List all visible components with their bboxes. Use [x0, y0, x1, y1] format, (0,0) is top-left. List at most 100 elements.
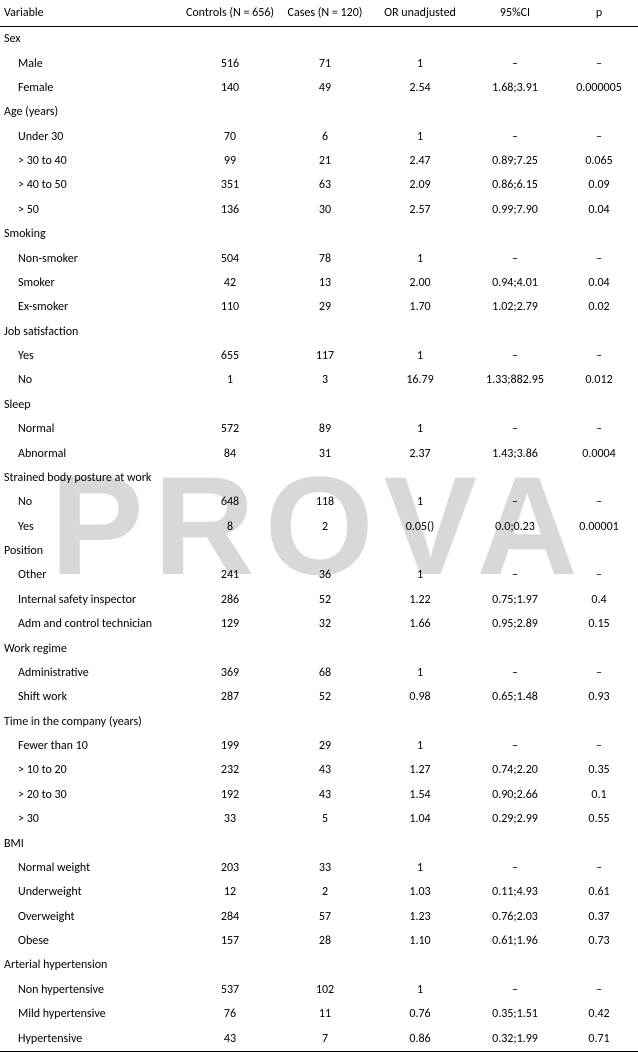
- table-row: Internal safety inspector286521.220.75;1…: [0, 588, 638, 612]
- row-p: 0.93: [560, 685, 638, 709]
- row-controls: 136: [180, 198, 280, 222]
- row-ci: 0.35;1.51: [470, 1002, 560, 1026]
- row-controls: 232: [180, 758, 280, 782]
- row-label: Underweight: [0, 880, 180, 904]
- row-or: 0.05(): [370, 515, 470, 539]
- table-row: Position: [0, 539, 638, 563]
- row-ci: 0.74;2.20: [470, 758, 560, 782]
- row-or: 1: [370, 51, 470, 75]
- row-p: 0.4: [560, 588, 638, 612]
- row-controls: 42: [180, 271, 280, 295]
- row-ci: –: [470, 661, 560, 685]
- header-or: OR unadjusted: [370, 0, 470, 27]
- row-label: Other: [0, 563, 180, 587]
- row-or: 2.00: [370, 271, 470, 295]
- table-row: Normal weight203331––: [0, 856, 638, 880]
- row-or: 1: [370, 661, 470, 685]
- row-controls: 287: [180, 685, 280, 709]
- row-or: 0.86: [370, 1026, 470, 1051]
- table-row: Normal572891––: [0, 417, 638, 441]
- row-p: 0.04: [560, 198, 638, 222]
- row-ci: 0.95;2.89: [470, 612, 560, 636]
- results-table: Variable Controls (N = 656) Cases (N = 1…: [0, 0, 638, 1052]
- table-row: Yes820.05()0.0;0.230.00001: [0, 515, 638, 539]
- row-or: 1.27: [370, 758, 470, 782]
- row-label: > 40 to 50: [0, 173, 180, 197]
- row-label: > 50: [0, 198, 180, 222]
- row-label: Smoker: [0, 271, 180, 295]
- table-row: Time in the company (years): [0, 710, 638, 734]
- row-label: > 10 to 20: [0, 758, 180, 782]
- row-cases: 43: [280, 783, 370, 807]
- row-ci: 0.89;7.25: [470, 149, 560, 173]
- row-cases: 2: [280, 880, 370, 904]
- header-p: p: [560, 0, 638, 27]
- table-row: Obese157281.100.61;1.960.73: [0, 929, 638, 953]
- row-label: Abnormal: [0, 441, 180, 465]
- row-controls: 1: [180, 368, 280, 392]
- row-p: –: [560, 344, 638, 368]
- table-row: Male516711––: [0, 51, 638, 75]
- row-or: 1.10: [370, 929, 470, 953]
- row-p: –: [560, 125, 638, 149]
- row-ci: 0.29;2.99: [470, 807, 560, 831]
- row-ci: 0.11;4.93: [470, 880, 560, 904]
- row-cases: 78: [280, 246, 370, 270]
- row-cases: 52: [280, 588, 370, 612]
- row-ci: 0.75;1.97: [470, 588, 560, 612]
- row-p: 0.61: [560, 880, 638, 904]
- row-controls: 33: [180, 807, 280, 831]
- row-p: 0.42: [560, 1002, 638, 1026]
- row-p: 0.73: [560, 929, 638, 953]
- group-label: BMI: [0, 831, 638, 855]
- row-label: No: [0, 490, 180, 514]
- row-label: Female: [0, 76, 180, 100]
- row-cases: 63: [280, 173, 370, 197]
- table-row: Age (years): [0, 100, 638, 124]
- row-controls: 572: [180, 417, 280, 441]
- row-controls: 284: [180, 905, 280, 929]
- table-row: Non-smoker504781––: [0, 246, 638, 270]
- row-or: 1.04: [370, 807, 470, 831]
- table-row: Overweight284571.230.76;2.030.37: [0, 905, 638, 929]
- row-or: 1: [370, 417, 470, 441]
- row-label: Normal: [0, 417, 180, 441]
- row-controls: 192: [180, 783, 280, 807]
- row-cases: 29: [280, 734, 370, 758]
- group-label: Arterial hypertension: [0, 953, 638, 977]
- row-controls: 70: [180, 125, 280, 149]
- row-ci: –: [470, 125, 560, 149]
- row-cases: 117: [280, 344, 370, 368]
- row-label: > 30 to 40: [0, 149, 180, 173]
- table-row: > 40 to 50351632.090.86;6.150.09: [0, 173, 638, 197]
- table-row: > 303351.040.29;2.990.55: [0, 807, 638, 831]
- table-row: > 20 to 30192431.540.90;2.660.1: [0, 783, 638, 807]
- row-p: 0.1: [560, 783, 638, 807]
- row-cases: 30: [280, 198, 370, 222]
- row-label: Under 30: [0, 125, 180, 149]
- row-controls: 537: [180, 978, 280, 1002]
- table-row: Administrative369681––: [0, 661, 638, 685]
- header-row: Variable Controls (N = 656) Cases (N = 1…: [0, 0, 638, 27]
- row-or: 2.37: [370, 441, 470, 465]
- row-controls: 655: [180, 344, 280, 368]
- table-row: Other241361––: [0, 563, 638, 587]
- row-p: 0.15: [560, 612, 638, 636]
- row-controls: 516: [180, 51, 280, 75]
- table-row: Smoking: [0, 222, 638, 246]
- row-controls: 76: [180, 1002, 280, 1026]
- table-row: Arterial hypertension: [0, 953, 638, 977]
- table-row: Adm and control technician129321.660.95;…: [0, 612, 638, 636]
- row-p: –: [560, 417, 638, 441]
- table-row: Fewer than 10199291––: [0, 734, 638, 758]
- group-label: Sex: [0, 27, 638, 52]
- row-cases: 118: [280, 490, 370, 514]
- row-controls: 351: [180, 173, 280, 197]
- row-p: –: [560, 563, 638, 587]
- row-or: 1.22: [370, 588, 470, 612]
- row-controls: 110: [180, 295, 280, 319]
- row-or: 1: [370, 490, 470, 514]
- row-cases: 71: [280, 51, 370, 75]
- row-controls: 369: [180, 661, 280, 685]
- row-ci: –: [470, 856, 560, 880]
